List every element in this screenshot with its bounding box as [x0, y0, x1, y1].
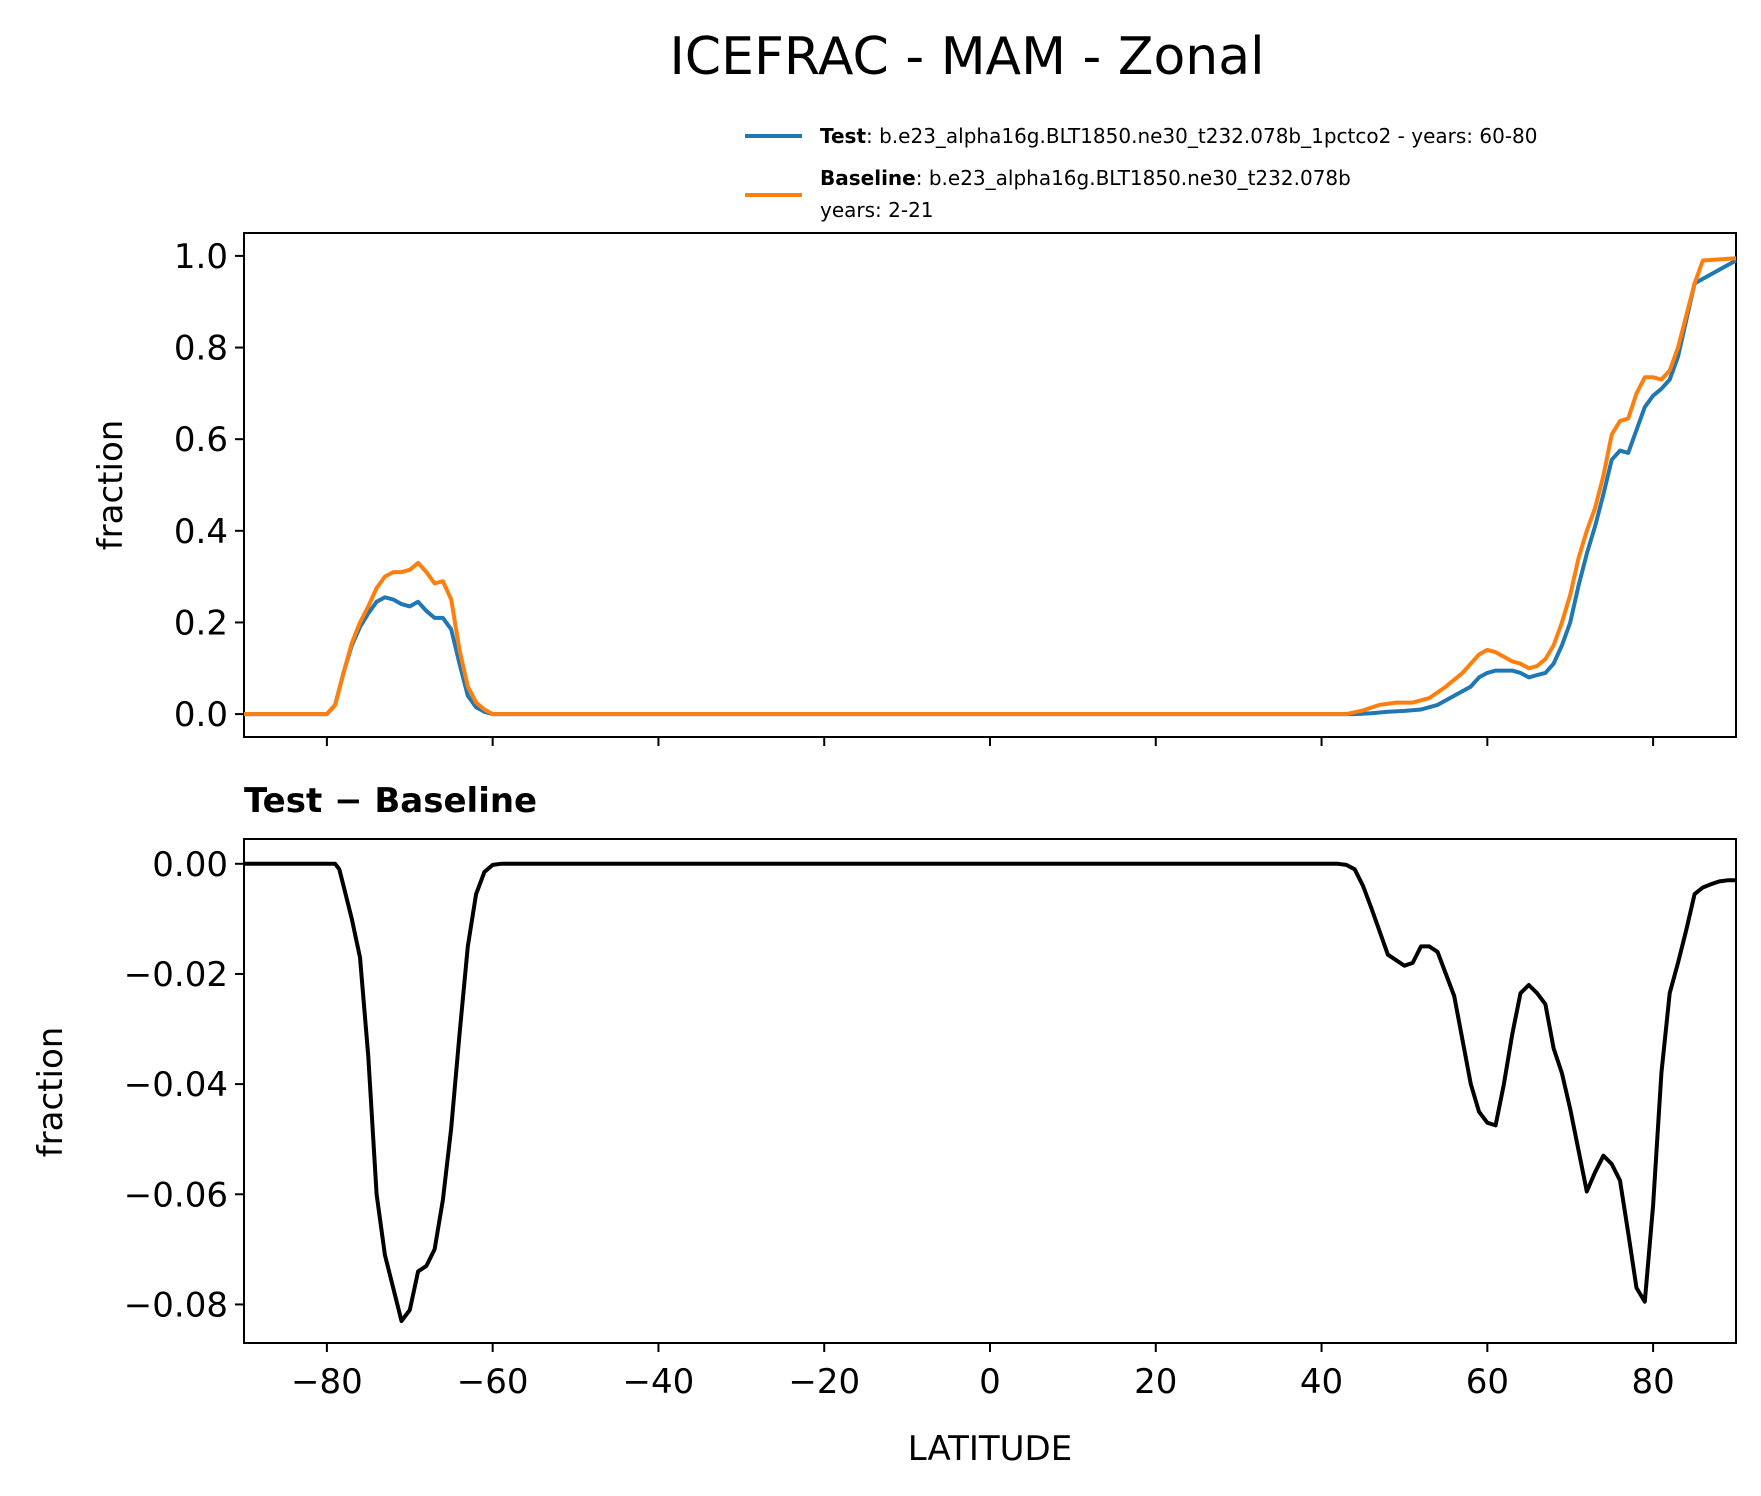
- top-y-tick-label: 1.0: [174, 237, 228, 277]
- x-tick-label: 60: [1466, 1362, 1509, 1402]
- x-tick-label: 20: [1134, 1362, 1177, 1402]
- legend-test-text: : b.e23_alpha16g.BLT1850.ne30_t232.078b_…: [866, 124, 1538, 148]
- x-tick-label: −60: [457, 1362, 529, 1402]
- bottom-x-ticks: −80 −60 −40 −20 0 20 40 60 80: [291, 1343, 1675, 1402]
- top-y-tick-label: 0.8: [174, 329, 228, 369]
- top-y-tick-label: 0.6: [174, 420, 228, 460]
- top-series: [244, 256, 1737, 717]
- legend: Test: b.e23_alpha16g.BLT1850.ne30_t232.0…: [745, 124, 1538, 222]
- bottom-plot-frame: [243, 838, 1737, 1344]
- bottom-y-tick-label: −0.08: [124, 1285, 228, 1325]
- legend-test-label: Test: b.e23_alpha16g.BLT1850.ne30_t232.0…: [820, 124, 1538, 148]
- bottom-y-tick-label: −0.02: [124, 955, 228, 995]
- top-panel: 0.0 0.2 0.4 0.6 0.8 1.0 fraction: [91, 232, 1737, 746]
- bottom-y-tick-label: −0.06: [124, 1175, 228, 1215]
- x-tick-label: 0: [979, 1362, 1001, 1402]
- legend-baseline-years: years: 2-21: [820, 198, 934, 222]
- top-y-ticks: 0.0 0.2 0.4 0.6 0.8 1.0: [174, 237, 244, 735]
- x-tick-label: −80: [291, 1362, 363, 1402]
- legend-baseline-key: Baseline: [820, 166, 916, 190]
- bottom-y-ticks: 0.00 −0.02 −0.04 −0.06 −0.08: [124, 845, 244, 1325]
- legend-baseline-label: Baseline: b.e23_alpha16g.BLT1850.ne30_t2…: [820, 166, 1351, 190]
- bottom-y-tick-label: 0.00: [152, 845, 228, 885]
- baseline-series-line: [244, 256, 1737, 717]
- top-y-tick-label: 0.4: [174, 512, 228, 552]
- test-series-line: [244, 258, 1737, 717]
- x-tick-label: 40: [1300, 1362, 1343, 1402]
- legend-baseline-text: : b.e23_alpha16g.BLT1850.ne30_t232.078b: [916, 166, 1351, 190]
- legend-test-key: Test: [820, 124, 866, 148]
- bottom-y-tick-label: −0.04: [124, 1065, 228, 1105]
- top-y-tick-label: 0.0: [174, 695, 228, 735]
- x-tick-label: −40: [623, 1362, 695, 1402]
- top-y-axis-label: fraction: [91, 420, 131, 551]
- top-x-ticks: [325, 737, 1655, 746]
- x-tick-label: 80: [1631, 1362, 1674, 1402]
- bottom-y-axis-label: fraction: [31, 1027, 71, 1158]
- x-axis-label: LATITUDE: [908, 1429, 1072, 1469]
- diff-panel-title: Test − Baseline: [244, 781, 537, 821]
- bottom-panel: Test − Baseline 0.00 −0.02 −0.04 −0.06 −0.08…: [31, 781, 1737, 1469]
- x-tick-label: −20: [788, 1362, 860, 1402]
- difference-series-line: [244, 861, 1736, 1323]
- top-y-tick-label: 0.2: [174, 603, 228, 643]
- bottom-series: [244, 861, 1736, 1323]
- chart-title: ICEFRAC - MAM - Zonal: [669, 27, 1264, 87]
